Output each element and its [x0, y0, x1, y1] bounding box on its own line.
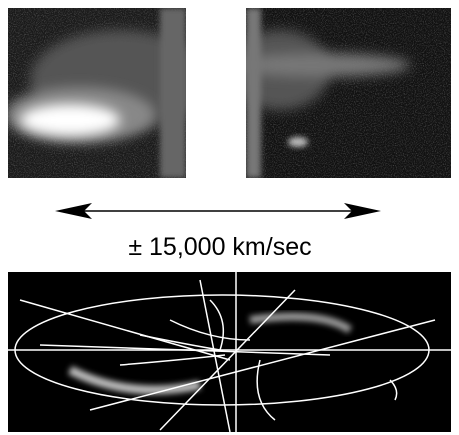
spectrum-left — [5, 8, 210, 178]
model-image — [8, 272, 451, 432]
scale-arrow — [55, 203, 381, 219]
scale-label: ± 15,000 km/sec — [128, 233, 311, 261]
figure: ± 15,000 km/sec — [0, 0, 459, 435]
spectrum-right — [230, 8, 451, 178]
